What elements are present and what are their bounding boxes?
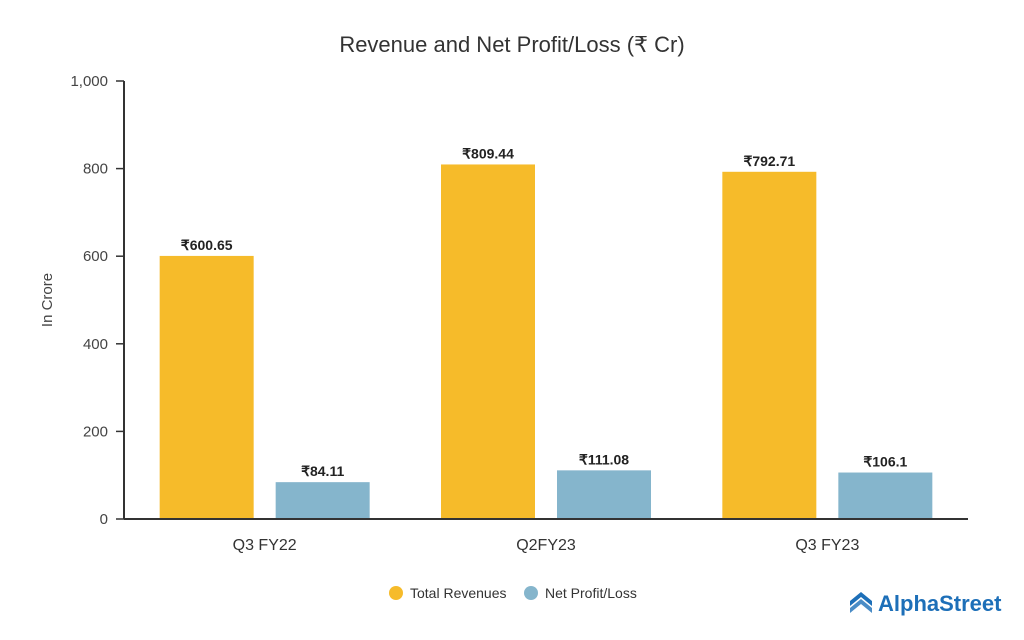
legend-label: Total Revenues <box>410 585 507 601</box>
legend-label: Net Profit/Loss <box>545 585 637 601</box>
data-label: ₹792.71 <box>743 153 795 169</box>
x-tick-label: Q3 FY23 <box>795 537 859 554</box>
x-axis: Q3 FY22 Q2FY23 Q3 FY23 <box>124 518 968 554</box>
y-tick-label: 200 <box>83 423 108 440</box>
brand-name: AlphaStreet <box>878 591 1002 616</box>
legend: Total Revenues Net Profit/Loss <box>389 585 637 601</box>
y-tick-label: 0 <box>100 511 108 528</box>
y-axis-label: In Crore <box>39 273 56 327</box>
brand-logo: AlphaStreet <box>850 591 1002 616</box>
data-label: ₹106.1 <box>863 454 907 470</box>
bars: ₹600.65 ₹84.11 ₹809.44 ₹111.08 ₹792.71 ₹106.1 <box>159 145 933 520</box>
x-tick-label: Q2FY23 <box>516 537 576 554</box>
data-label: ₹600.65 <box>181 237 233 253</box>
bar-total-revenues-3 <box>722 171 817 519</box>
x-tick-label: Q3 FY22 <box>233 537 297 554</box>
legend-swatch <box>524 586 538 600</box>
data-label: ₹809.44 <box>462 145 514 161</box>
y-tick-label: 1,000 <box>70 73 108 90</box>
y-tick-label: 400 <box>83 336 108 353</box>
y-tick-label: 600 <box>83 248 108 265</box>
bar-net-profit-loss-3 <box>838 472 933 519</box>
bar-net-profit-loss-1 <box>275 482 370 519</box>
legend-swatch <box>389 586 403 600</box>
bar-net-profit-loss-2 <box>557 470 651 519</box>
bar-total-revenues-1 <box>159 255 254 520</box>
alphastreet-logo-icon <box>850 592 872 613</box>
y-axis: 0 200 400 600 800 1,000 <box>70 73 125 528</box>
chart-title: Revenue and Net Profit/Loss (₹ Cr) <box>339 32 684 57</box>
data-label: ₹84.11 <box>301 463 344 479</box>
data-label: ₹111.08 <box>579 451 629 467</box>
y-tick-label: 800 <box>83 161 108 178</box>
bar-total-revenues-2 <box>441 164 535 520</box>
